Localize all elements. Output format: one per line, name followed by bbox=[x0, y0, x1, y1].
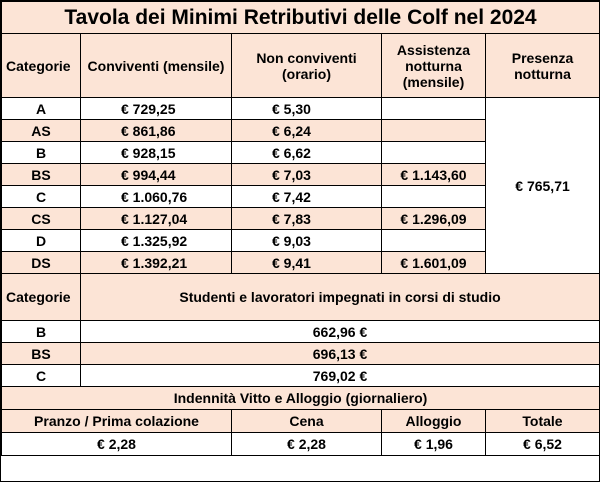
non-conviventi-cell: € 6,24 bbox=[231, 119, 382, 142]
category-cell: C bbox=[1, 185, 81, 208]
conviventi-cell: € 928,15 bbox=[80, 141, 232, 164]
category-cell: B bbox=[1, 141, 81, 164]
assistenza-cell bbox=[381, 141, 486, 164]
category-cell: B bbox=[1, 320, 81, 343]
category-cell: C bbox=[1, 364, 81, 387]
category-cell: BS bbox=[1, 342, 81, 365]
table-row: B 662,96 € bbox=[1, 320, 600, 343]
table-row: DS € 1.392,21 € 9,41 € 1.601,09 bbox=[1, 251, 600, 274]
non-conviventi-cell: € 9,03 bbox=[231, 229, 382, 252]
indennita-label-totale: Totale bbox=[484, 409, 600, 433]
assistenza-cell: € 1.296,09 bbox=[381, 207, 486, 230]
table-row: C 769,02 € bbox=[1, 364, 600, 387]
table-row: BS € 994,44 € 7,03 € 1.143,60 bbox=[1, 163, 600, 186]
conviventi-cell: € 861,86 bbox=[80, 119, 232, 142]
table-row: CS € 1.127,04 € 7,83 € 1.296,09 bbox=[1, 207, 600, 230]
table-row: BS 696,13 € bbox=[1, 342, 600, 365]
conviventi-cell: € 1.060,76 bbox=[80, 185, 232, 208]
students-header-categorie: Categorie bbox=[1, 273, 81, 321]
header-conviventi: Conviventi (mensile) bbox=[80, 33, 232, 98]
indennita-title: Indennità Vitto e Alloggio (giornaliero) bbox=[0, 386, 600, 410]
indennita-label-alloggio: Alloggio bbox=[381, 409, 486, 433]
category-cell: BS bbox=[1, 163, 81, 186]
table-row: AS € 861,86 € 6,24 bbox=[1, 119, 600, 142]
table-row: A € 729,25 € 5,30 € 765,71 bbox=[1, 97, 600, 274]
indennita-label-pranzo: Pranzo / Prima colazione bbox=[1, 409, 232, 433]
header-presenza-notturna: Presenza notturna bbox=[484, 33, 600, 98]
category-cell: DS bbox=[1, 251, 81, 274]
category-cell: A bbox=[1, 97, 81, 120]
category-cell: D bbox=[1, 229, 81, 252]
indennita-value-pranzo: € 2,28 bbox=[1, 432, 232, 456]
conviventi-cell: € 729,25 bbox=[80, 97, 232, 120]
students-header-title: Studenti e lavoratori impegnati in corsi… bbox=[79, 273, 600, 321]
presenza-notturna-value: € 765,71 bbox=[484, 97, 600, 274]
assistenza-cell bbox=[381, 119, 486, 142]
header-non-conviventi: Non conviventi (orario) bbox=[231, 33, 382, 98]
indennita-value-alloggio: € 1,96 bbox=[381, 432, 486, 456]
table-title: Tavola dei Minimi Retributivi delle Colf… bbox=[0, 1, 600, 34]
non-conviventi-cell: € 7,83 bbox=[231, 207, 382, 230]
students-value-cell: 662,96 € bbox=[79, 320, 600, 343]
non-conviventi-cell: € 7,03 bbox=[231, 163, 382, 186]
salary-table: Tavola dei Minimi Retributivi delle Colf… bbox=[0, 1, 600, 456]
table-row: C € 1.060,76 € 7,42 bbox=[1, 185, 600, 208]
indennita-value-totale: € 6,52 bbox=[484, 432, 600, 456]
non-conviventi-cell: € 6,62 bbox=[231, 141, 382, 164]
header-assistenza-notturna: Assistenza notturna (mensile) bbox=[381, 33, 486, 98]
non-conviventi-cell: € 7,42 bbox=[231, 185, 382, 208]
non-conviventi-cell: € 5,30 bbox=[231, 97, 382, 120]
indennita-value-cena: € 2,28 bbox=[231, 432, 382, 456]
non-conviventi-cell: € 9,41 bbox=[231, 251, 382, 274]
students-value-cell: 769,02 € bbox=[79, 364, 600, 387]
header-categorie: Categorie bbox=[1, 33, 81, 98]
assistenza-cell: € 1.601,09 bbox=[381, 251, 486, 274]
assistenza-cell bbox=[381, 97, 486, 120]
category-cell: AS bbox=[1, 119, 81, 142]
assistenza-cell bbox=[381, 185, 486, 208]
conviventi-cell: € 994,44 bbox=[80, 163, 232, 186]
category-cell: CS bbox=[1, 207, 81, 230]
assistenza-cell bbox=[381, 229, 486, 252]
students-value-cell: 696,13 € bbox=[79, 342, 600, 365]
conviventi-cell: € 1.127,04 bbox=[80, 207, 232, 230]
conviventi-cell: € 1.392,21 bbox=[80, 251, 232, 274]
assistenza-cell: € 1.143,60 bbox=[381, 163, 486, 186]
indennita-label-cena: Cena bbox=[231, 409, 382, 433]
conviventi-cell: € 1.325,92 bbox=[80, 229, 232, 252]
